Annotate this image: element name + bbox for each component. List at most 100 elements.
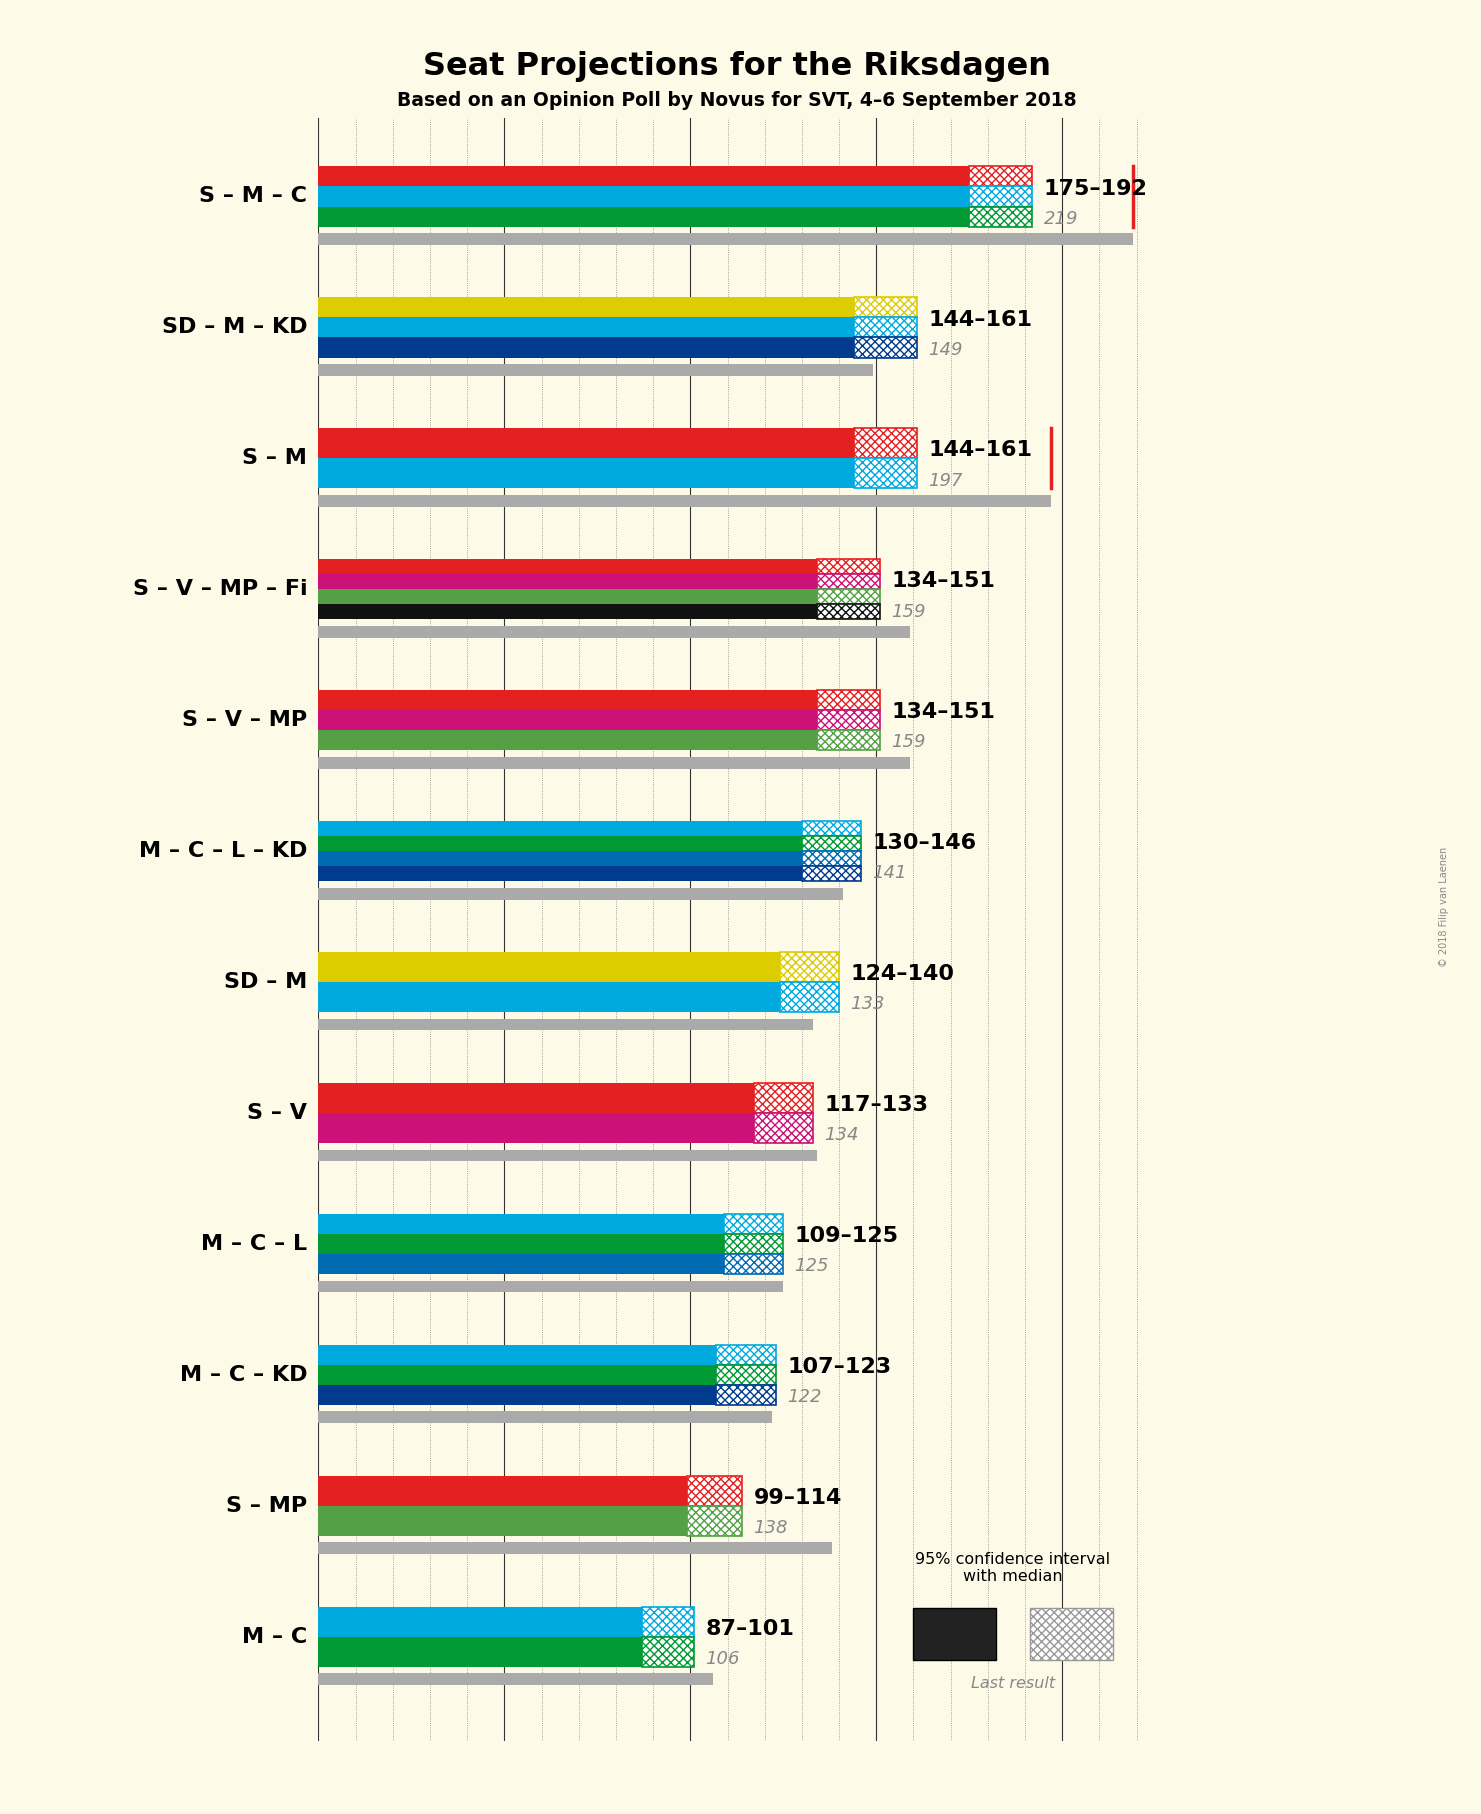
Bar xyxy=(816,590,880,604)
Bar xyxy=(816,731,880,751)
Text: 124–140: 124–140 xyxy=(850,965,954,985)
Text: 138: 138 xyxy=(754,1518,788,1536)
Bar xyxy=(318,1214,724,1234)
Bar xyxy=(318,365,872,375)
Bar xyxy=(318,887,843,900)
Text: 149: 149 xyxy=(929,341,963,359)
Bar xyxy=(318,1607,641,1636)
Bar xyxy=(318,234,1133,245)
Text: Seat Projections for the Riksdagen: Seat Projections for the Riksdagen xyxy=(422,51,1052,82)
Bar xyxy=(318,865,801,882)
Bar xyxy=(318,836,801,851)
Text: 95% confidence interval
with median: 95% confidence interval with median xyxy=(915,1551,1111,1584)
Bar xyxy=(318,1281,783,1292)
Text: 134–151: 134–151 xyxy=(892,571,995,591)
Text: M – C – L – KD: M – C – L – KD xyxy=(139,842,307,862)
Bar xyxy=(318,1475,687,1506)
Bar xyxy=(318,1673,712,1685)
Bar xyxy=(318,1506,687,1536)
Bar xyxy=(318,1411,772,1424)
Bar xyxy=(717,1384,776,1406)
Bar xyxy=(318,731,816,751)
Bar xyxy=(318,689,816,709)
Text: M – C: M – C xyxy=(241,1627,307,1647)
Text: 144–161: 144–161 xyxy=(929,441,1032,461)
Text: 107–123: 107–123 xyxy=(786,1357,892,1377)
Text: 109–125: 109–125 xyxy=(794,1226,899,1246)
Text: 99–114: 99–114 xyxy=(754,1487,841,1507)
Text: 144–161: 144–161 xyxy=(929,310,1032,330)
Text: 219: 219 xyxy=(1044,210,1078,229)
Bar xyxy=(318,337,855,357)
Text: SD – M: SD – M xyxy=(224,972,307,992)
Bar xyxy=(318,590,816,604)
Text: 141: 141 xyxy=(872,865,906,882)
Bar xyxy=(318,709,816,731)
Text: 134–151: 134–151 xyxy=(892,702,995,722)
Bar xyxy=(754,1083,813,1114)
Bar xyxy=(724,1234,783,1253)
Bar xyxy=(318,952,779,981)
Bar xyxy=(318,428,855,459)
Text: 106: 106 xyxy=(705,1651,739,1667)
Bar xyxy=(641,1636,695,1667)
Bar xyxy=(318,187,969,207)
Text: 159: 159 xyxy=(892,602,926,620)
Text: Last result: Last result xyxy=(972,1676,1054,1691)
Text: 159: 159 xyxy=(892,733,926,751)
Bar xyxy=(801,851,862,865)
Bar xyxy=(318,575,816,590)
Bar xyxy=(318,167,969,187)
Text: Based on an Opinion Poll by Novus for SVT, 4–6 September 2018: Based on an Opinion Poll by Novus for SV… xyxy=(397,91,1077,109)
Text: S – M: S – M xyxy=(243,448,307,468)
Text: 175–192: 175–192 xyxy=(1044,178,1148,198)
Bar xyxy=(318,207,969,227)
Text: © 2018 Filip van Laenen: © 2018 Filip van Laenen xyxy=(1440,847,1448,967)
Bar xyxy=(855,428,917,459)
Bar xyxy=(318,1083,754,1114)
Bar xyxy=(318,756,909,769)
Text: 130–146: 130–146 xyxy=(872,833,976,853)
Text: 133: 133 xyxy=(850,996,884,1014)
Bar xyxy=(318,1253,724,1273)
Bar xyxy=(318,1364,717,1384)
Bar xyxy=(912,1609,997,1660)
Bar xyxy=(318,822,801,836)
Bar xyxy=(318,1384,717,1406)
Bar xyxy=(717,1364,776,1384)
Bar xyxy=(687,1475,742,1506)
Text: M – C – L: M – C – L xyxy=(201,1234,307,1253)
Bar xyxy=(754,1114,813,1143)
Bar xyxy=(724,1214,783,1234)
Bar xyxy=(318,1542,832,1555)
Bar xyxy=(724,1253,783,1273)
Bar xyxy=(816,604,880,619)
Bar xyxy=(318,459,855,488)
Text: 197: 197 xyxy=(929,472,963,490)
Bar xyxy=(318,297,855,317)
Bar xyxy=(318,626,909,639)
Bar xyxy=(318,604,816,619)
Bar xyxy=(855,459,917,488)
Bar xyxy=(969,187,1032,207)
Bar xyxy=(318,851,801,865)
Bar xyxy=(717,1344,776,1364)
Bar xyxy=(318,1019,813,1030)
Bar xyxy=(1029,1609,1114,1660)
Bar xyxy=(801,836,862,851)
Bar xyxy=(318,559,816,575)
Bar xyxy=(318,1344,717,1364)
Bar xyxy=(779,981,840,1012)
Bar xyxy=(801,822,862,836)
Bar xyxy=(801,865,862,882)
Bar xyxy=(816,689,880,709)
Text: 125: 125 xyxy=(794,1257,829,1275)
Bar xyxy=(855,337,917,357)
Text: S – M – C: S – M – C xyxy=(200,187,307,207)
Bar xyxy=(816,575,880,590)
Bar xyxy=(318,981,779,1012)
Bar xyxy=(318,1636,641,1667)
Bar xyxy=(318,1150,816,1161)
Text: SD – M – KD: SD – M – KD xyxy=(161,317,307,337)
Bar xyxy=(969,167,1032,187)
